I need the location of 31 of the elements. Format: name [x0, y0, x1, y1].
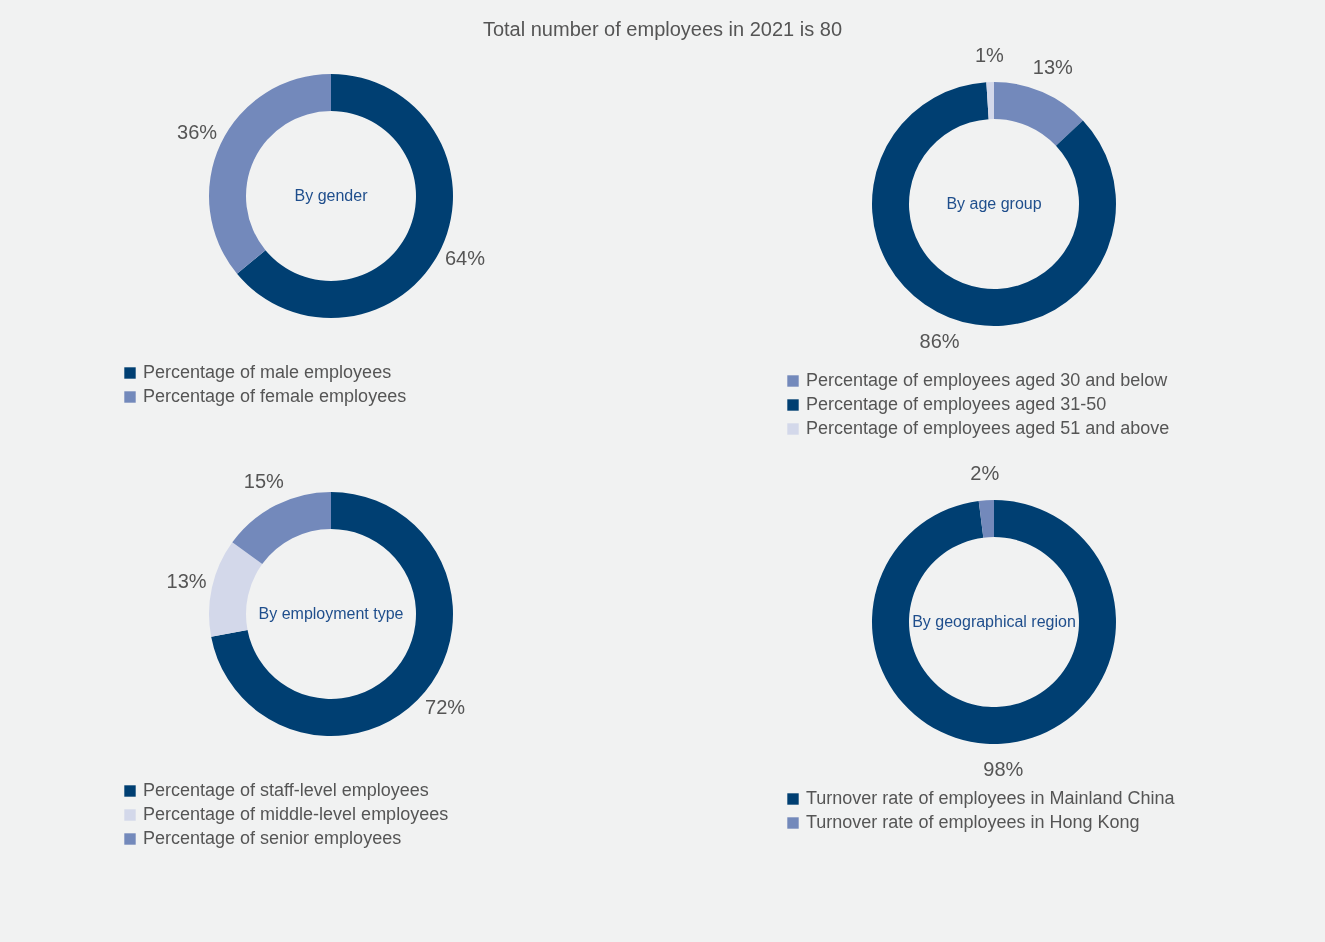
legend-label: Turnover rate of employees in Mainland China: [805, 788, 1176, 808]
donut-slice: [232, 492, 332, 565]
donut-slice: [871, 82, 1116, 326]
donut-slice: [993, 82, 1083, 146]
donut-slice: [871, 500, 1116, 744]
data-label: 72%: [425, 696, 466, 719]
data-label: 36%: [177, 120, 218, 143]
data-label: 86%: [919, 329, 960, 352]
data-label: 15%: [244, 470, 285, 493]
data-label: 64%: [445, 247, 486, 270]
legend-label: Percentage of senior employees: [143, 828, 402, 848]
data-label: 13%: [166, 569, 208, 592]
legend-label: Percentage of female employees: [143, 386, 407, 406]
text: By employment type: [258, 605, 404, 622]
text: By age group: [946, 195, 1042, 212]
legend-label: Percentage of staff-level employees: [143, 780, 430, 800]
legend-label: Percentage of employees aged 51 and above: [805, 418, 1170, 438]
legend-label: Percentage of employees aged 30 and below: [805, 370, 1169, 390]
text: Total number of employees in 2021 is 80: [481, 17, 844, 41]
text: By gender: [294, 187, 369, 204]
legend-label: Percentage of middle-level employees: [143, 804, 449, 824]
donut-slice: [978, 500, 994, 538]
data-label: 98%: [983, 757, 1024, 780]
data-label: 13%: [1032, 56, 1073, 79]
legend-label: Percentage of employees aged 31-50: [805, 394, 1106, 414]
legend-label: Turnover rate of employees in Hong Kong: [805, 812, 1140, 832]
data-label: 2%: [970, 462, 1000, 485]
text: By geographical region: [911, 613, 1076, 630]
donut-slice: [986, 82, 994, 120]
data-label: 1%: [974, 44, 1004, 67]
legend-label: Percentage of male employees: [143, 362, 392, 382]
